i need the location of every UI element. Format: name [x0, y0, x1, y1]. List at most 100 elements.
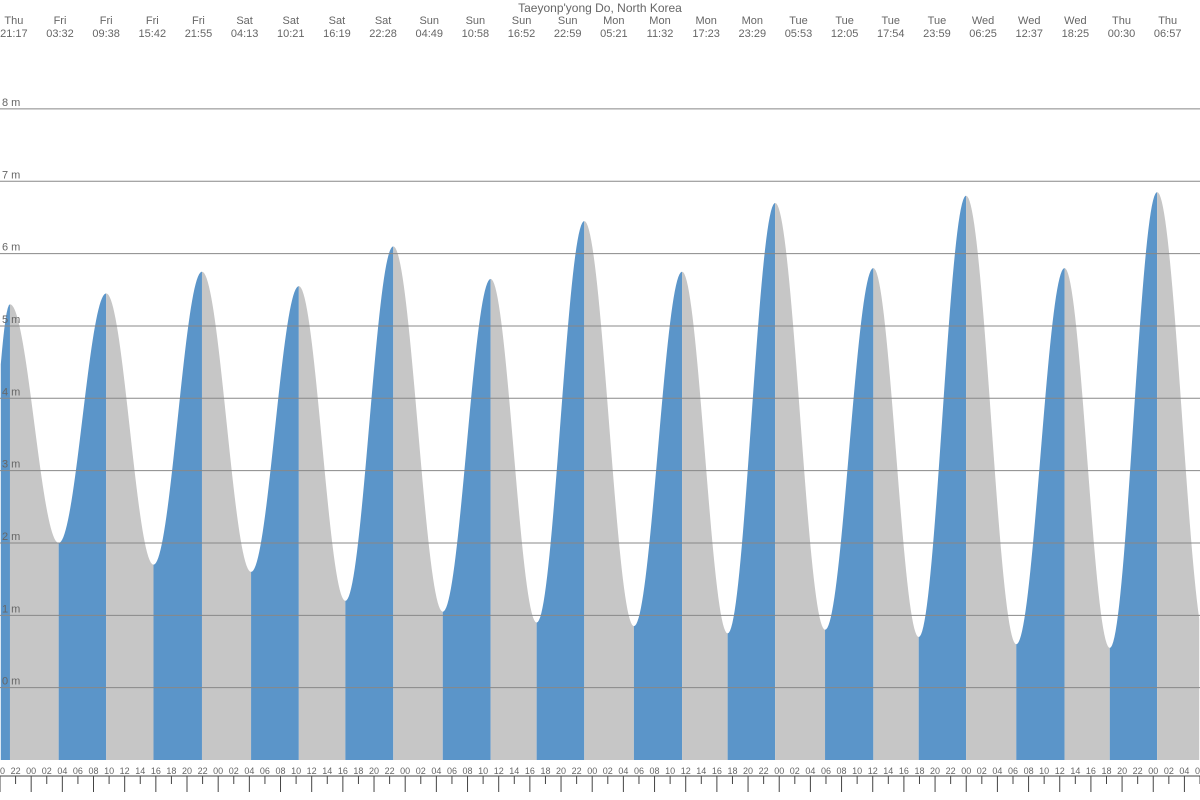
x-tick-label: 12: [868, 766, 878, 776]
x-tick-label: 02: [977, 766, 987, 776]
x-tick-label: 08: [463, 766, 473, 776]
top-label-day: Fri: [100, 15, 113, 27]
top-label-time: 15:42: [139, 28, 167, 40]
top-label-time: 06:25: [969, 28, 997, 40]
x-tick-label: 06: [260, 766, 270, 776]
top-label-day: Sat: [375, 15, 392, 27]
top-label-time: 00:30: [1108, 28, 1136, 40]
x-tick-label: 14: [696, 766, 706, 776]
x-tick-label: 10: [1039, 766, 1049, 776]
x-tick-label: 22: [11, 766, 21, 776]
top-label-time: 18:25: [1062, 28, 1090, 40]
x-tick-label: 00: [961, 766, 971, 776]
x-tick-label: 18: [540, 766, 550, 776]
top-label-day: Fri: [54, 15, 67, 27]
x-tick-label: 04: [431, 766, 441, 776]
top-label-time: 04:13: [231, 28, 259, 40]
x-tick-label: 04: [57, 766, 67, 776]
x-tick-label: 14: [135, 766, 145, 776]
top-label-time: 03:32: [46, 28, 74, 40]
y-axis-label: 8 m: [2, 97, 20, 109]
tide-chart: Taeyonp'yong Do, North KoreaThu21:17Fri0…: [0, 0, 1200, 800]
x-tick-label: 00: [213, 766, 223, 776]
top-label-time: 16:19: [323, 28, 351, 40]
top-label-time: 05:53: [785, 28, 813, 40]
x-tick-label: 06: [821, 766, 831, 776]
x-tick-label: 16: [525, 766, 535, 776]
top-label-time: 22:28: [369, 28, 397, 40]
x-tick-label: 08: [276, 766, 286, 776]
x-tick-label: 04: [618, 766, 628, 776]
x-tick-label: 00: [1148, 766, 1158, 776]
x-tick-label: 02: [229, 766, 239, 776]
x-tick-label: 02: [416, 766, 426, 776]
x-tick-label: 02: [42, 766, 52, 776]
x-tick-label: 22: [572, 766, 582, 776]
x-tick-label: 22: [198, 766, 208, 776]
top-label-day: Mon: [695, 15, 716, 27]
top-label-time: 12:37: [1015, 28, 1043, 40]
top-label-day: Sat: [236, 15, 253, 27]
x-tick-label: 14: [1070, 766, 1080, 776]
x-tick-label: 18: [1101, 766, 1111, 776]
top-label-time: 10:58: [462, 28, 490, 40]
x-tick-label: 20: [743, 766, 753, 776]
x-tick-label: 12: [681, 766, 691, 776]
x-tick-label: 04: [992, 766, 1002, 776]
x-tick-label: 22: [1133, 766, 1143, 776]
top-label-time: 23:59: [923, 28, 951, 40]
x-tick-label: 12: [120, 766, 130, 776]
x-tick-label: 06: [447, 766, 457, 776]
top-label-time: 06:57: [1154, 28, 1182, 40]
top-label-time: 17:54: [877, 28, 905, 40]
top-label-day: Sun: [558, 15, 578, 27]
top-label-day: Fri: [192, 15, 205, 27]
y-axis-label: 6 m: [2, 242, 20, 254]
top-label-day: Sun: [419, 15, 439, 27]
x-tick-label: 10: [104, 766, 114, 776]
x-tick-label: 20: [556, 766, 566, 776]
x-tick-label: 16: [338, 766, 348, 776]
y-axis-label: 0 m: [2, 676, 20, 688]
y-axis-label: 2 m: [2, 531, 20, 543]
top-label-day: Mon: [603, 15, 624, 27]
x-axis: 20 22 00 02 04 06 08 10 12 14 16 18 20 22 00 02 04 06 08 10…: [0, 766, 1200, 792]
x-tick-label: 08: [837, 766, 847, 776]
x-tick-label: 20: [182, 766, 192, 776]
top-label-day: Wed: [1018, 15, 1040, 27]
chart-title: Taeyonp'yong Do, North Korea: [518, 1, 682, 15]
y-axis-label: 5 m: [2, 314, 20, 326]
y-axis-label: 4 m: [2, 386, 20, 398]
x-tick-label: 10: [665, 766, 675, 776]
x-tick-label: 02: [790, 766, 800, 776]
x-tick-label: 02: [603, 766, 613, 776]
top-label-time: 12:05: [831, 28, 859, 40]
tide-area: [1, 192, 1199, 760]
top-label-time: 09:38: [92, 28, 120, 40]
top-label-day: Thu: [4, 15, 23, 27]
x-tick-label: 02: [1164, 766, 1174, 776]
x-tick-label: 04: [244, 766, 254, 776]
x-tick-label: 06: [634, 766, 644, 776]
top-label-day: Sat: [329, 15, 346, 27]
x-tick-label: 16: [151, 766, 161, 776]
y-axis-label: 7 m: [2, 169, 20, 181]
x-tick-label: 04: [1179, 766, 1189, 776]
x-tick-label: 20: [369, 766, 379, 776]
top-label-time: 04:49: [415, 28, 443, 40]
top-label-time: 05:21: [600, 28, 628, 40]
x-tick-label: 18: [727, 766, 737, 776]
x-tick-label: 06: [73, 766, 83, 776]
x-tick-label: 20: [1117, 766, 1127, 776]
top-label-time: 11:32: [647, 28, 674, 40]
top-label-day: Thu: [1112, 15, 1131, 27]
top-label-day: Mon: [742, 15, 763, 27]
top-label-day: Tue: [928, 15, 947, 27]
x-tick-label: 20: [930, 766, 940, 776]
x-tick-label: 00: [774, 766, 784, 776]
top-label-day: Tue: [789, 15, 808, 27]
x-tick-label: 10: [291, 766, 301, 776]
x-tick-label: 20: [0, 766, 5, 776]
top-label-time: 17:23: [692, 28, 720, 40]
top-label-day: Mon: [649, 15, 670, 27]
